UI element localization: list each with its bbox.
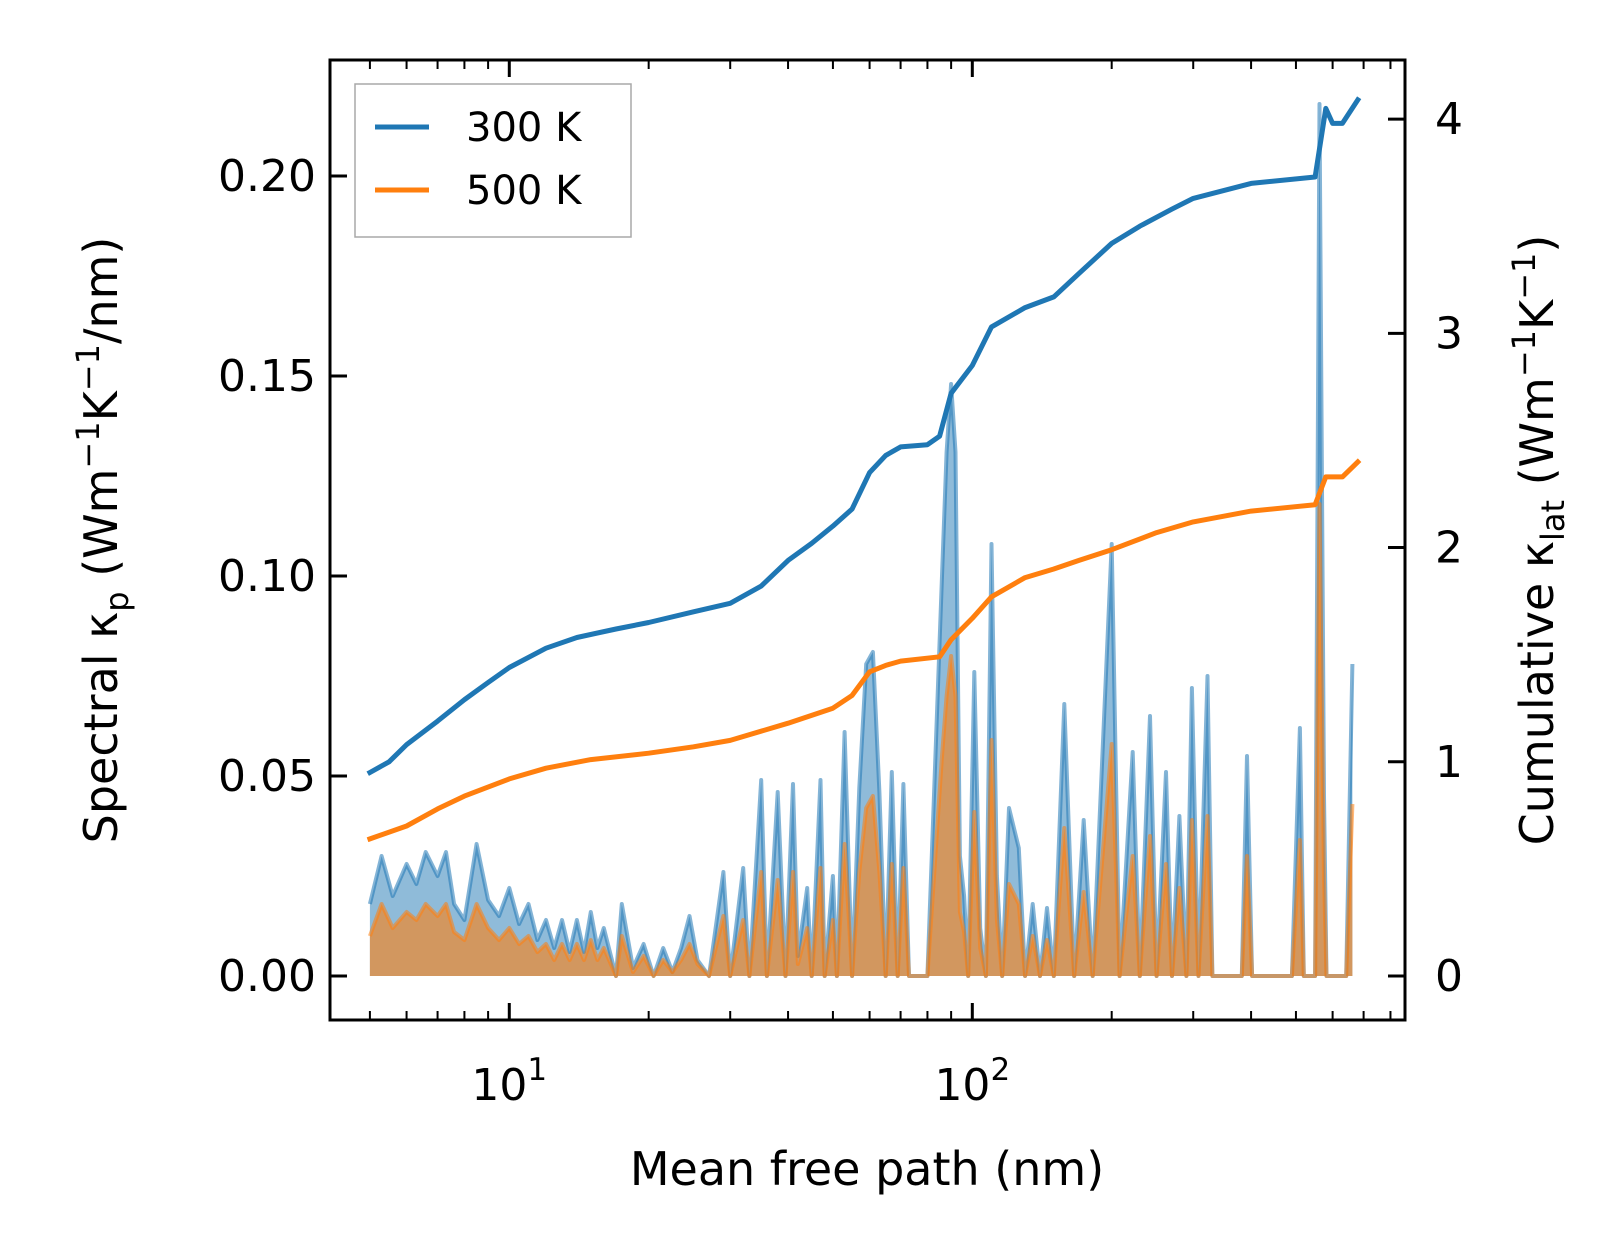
spectral-area-300k [369, 104, 1353, 976]
x-tick-label: 101 [471, 1052, 547, 1111]
legend-label-500k: 500 K [466, 168, 583, 214]
y-left-tick-label: 0.15 [218, 351, 316, 402]
spectral-line-300k [367, 102, 1355, 978]
x-axis-label: Mean free path (nm) [630, 1142, 1104, 1196]
plot-frame [328, 58, 1407, 1022]
cumulative-line-300k [366, 96, 1362, 776]
y-left-tick-label: 0.20 [218, 151, 316, 202]
y-right-tick-label: 3 [1435, 308, 1463, 359]
y-left-tick-label: 0.00 [218, 951, 316, 1002]
cumulative-line-500k [366, 458, 1362, 843]
legend-box [354, 83, 632, 238]
y-left-tick-label: 0.05 [218, 751, 316, 802]
y-axis-label-left: Spectral κp (Wm−1K−1/nm) [69, 237, 136, 844]
y-axis-label-right: Cumulative κlat (Wm−1K−1) [1505, 235, 1572, 846]
y-right-tick-label: 2 [1435, 523, 1463, 574]
spectral-line-500k [368, 502, 1355, 978]
y-right-tick-label: 1 [1435, 737, 1463, 788]
plot-area [366, 96, 1362, 978]
spectral-area-500k [369, 504, 1353, 976]
tick-labels: 0.00 0.05 0.10 0.15 0.20 0 1 2 3 4 101 102 [218, 94, 1463, 1111]
legend: 300 K 500 K [354, 83, 632, 238]
x-tick-label: 102 [934, 1052, 1010, 1111]
y-right-tick-label: 4 [1435, 94, 1463, 145]
y-right-tick-label: 0 [1435, 951, 1463, 1002]
y-left-tick-label: 0.10 [218, 551, 316, 602]
legend-label-300k: 300 K [466, 105, 583, 151]
